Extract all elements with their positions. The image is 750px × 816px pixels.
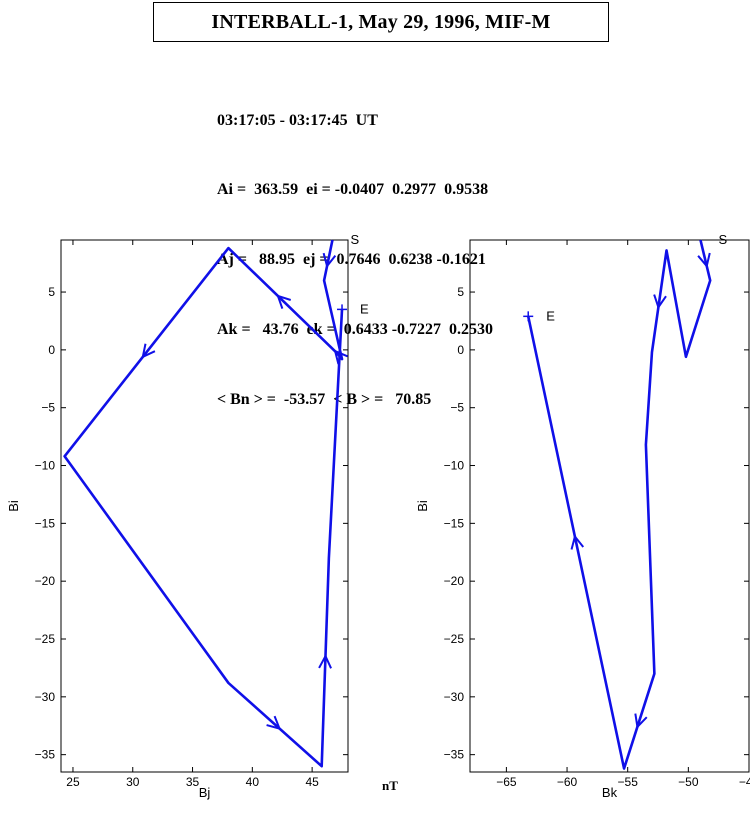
y-tick-label: 0 <box>457 343 464 357</box>
x-tick-label: −60 <box>557 775 578 789</box>
eigen-i-line: Ai = 363.59 ei = -0.0407 0.2977 0.9538 <box>217 181 489 199</box>
x-tick-label: −50 <box>678 775 699 789</box>
y-tick-label: −20 <box>444 574 465 588</box>
axes-frame <box>60 239 349 773</box>
direction-arrow <box>570 534 585 550</box>
y-tick-label: −25 <box>35 632 56 646</box>
x-axis-label: Bk <box>602 785 618 800</box>
y-tick-label: 5 <box>457 285 464 299</box>
x-tick-label: −55 <box>618 775 639 789</box>
y-tick-label: 0 <box>48 343 55 357</box>
direction-arrow <box>266 715 282 731</box>
y-tick-label: −10 <box>444 459 465 473</box>
x-tick-label: 30 <box>126 775 140 789</box>
y-tick-label: −15 <box>444 516 465 530</box>
end-marker-label: E <box>546 308 555 323</box>
direction-arrow <box>697 252 711 269</box>
direction-arrow <box>653 294 667 310</box>
chart-title: INTERBALL-1, May 29, 1996, MIF-M <box>153 2 609 42</box>
parameter-block: 03:17:05 - 03:17:45 UT Ai = 363.59 ei = … <box>217 62 493 435</box>
end-marker-label: E <box>360 301 369 316</box>
x-tick-label: −45 <box>739 775 750 789</box>
y-tick-label: −5 <box>41 401 55 415</box>
start-marker-label: S <box>718 232 727 247</box>
time-range-line: 03:17:05 - 03:17:45 UT <box>217 111 378 129</box>
y-tick-label: −20 <box>35 574 56 588</box>
y-axis-label: Bi <box>415 500 430 512</box>
hodogram-panel-bi-bk: −65 −60 −55 −50 −45 5 0 −5 −10 −15 −20 −25 −30 −35 Bk B… <box>415 232 750 800</box>
hodogram-trace <box>526 239 712 770</box>
x-tick-label: 25 <box>66 775 80 789</box>
y-tick-label: −5 <box>450 401 464 415</box>
y-tick-label: −10 <box>35 459 56 473</box>
direction-arrow <box>318 653 332 669</box>
x-axis-label: Bj <box>199 785 211 800</box>
eigen-j-line: Aj = 88.95 ej = 0.7646 0.6238 -0.1621 <box>217 251 486 269</box>
y-tick-label: −35 <box>35 748 56 762</box>
hodogram-trace <box>63 239 344 768</box>
y-tick-label: −30 <box>444 690 465 704</box>
y-tick-label: −30 <box>35 690 56 704</box>
start-marker-label: S <box>350 232 359 247</box>
direction-arrow <box>276 294 292 309</box>
direction-arrow <box>322 252 337 269</box>
eigen-k-line: Ak = 43.76 ek = 0.6433 -0.7227 0.2530 <box>217 321 494 339</box>
y-tick-label: 5 <box>48 285 55 299</box>
direction-arrow <box>634 713 648 729</box>
x-tick-label: −65 <box>496 775 517 789</box>
x-tick-label: 35 <box>186 775 200 789</box>
unit-label: nT <box>382 778 398 793</box>
x-tick-label: 40 <box>246 775 260 789</box>
axes-frame <box>469 239 750 773</box>
y-tick-label: −15 <box>35 516 56 530</box>
y-axis-label: Bi <box>6 500 21 512</box>
y-tick-label: −25 <box>444 632 465 646</box>
direction-arrow <box>333 349 348 365</box>
x-tick-label: 45 <box>305 775 319 789</box>
y-tick-label: −35 <box>444 748 465 762</box>
direction-arrow <box>141 343 156 359</box>
